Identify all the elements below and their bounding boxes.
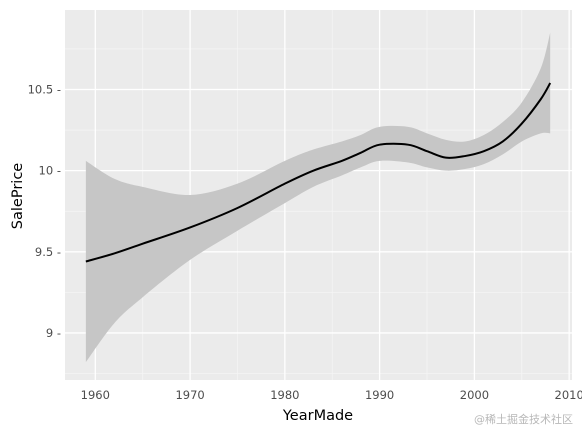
y-tick-label: 10.5 - (28, 83, 61, 97)
x-axis-title: YearMade (282, 408, 353, 424)
y-tick-label: 9.5 - (35, 245, 61, 259)
confidence-ribbon (85, 32, 551, 363)
x-tick-label: 1980 (270, 388, 299, 402)
x-tick-label: 1960 (81, 388, 110, 402)
x-tick-label: 1970 (175, 388, 204, 402)
smooth-line (85, 82, 552, 263)
y-tick-label: 9 - (46, 326, 61, 340)
y-tick-label: 10 - (39, 164, 61, 178)
x-axis-ticks: 1960 1970 1980 1990 2000 2010 (81, 388, 582, 402)
x-tick-label: 1990 (365, 388, 394, 402)
x-tick-label: 2010 (555, 388, 582, 402)
watermark: @稀土掘金技术社区 (474, 413, 573, 426)
y-axis-title: SalePrice (10, 163, 26, 229)
y-axis-ticks: 9 - 9.5 - 10 - 10.5 - (28, 83, 61, 340)
x-tick-label: 2000 (460, 388, 489, 402)
